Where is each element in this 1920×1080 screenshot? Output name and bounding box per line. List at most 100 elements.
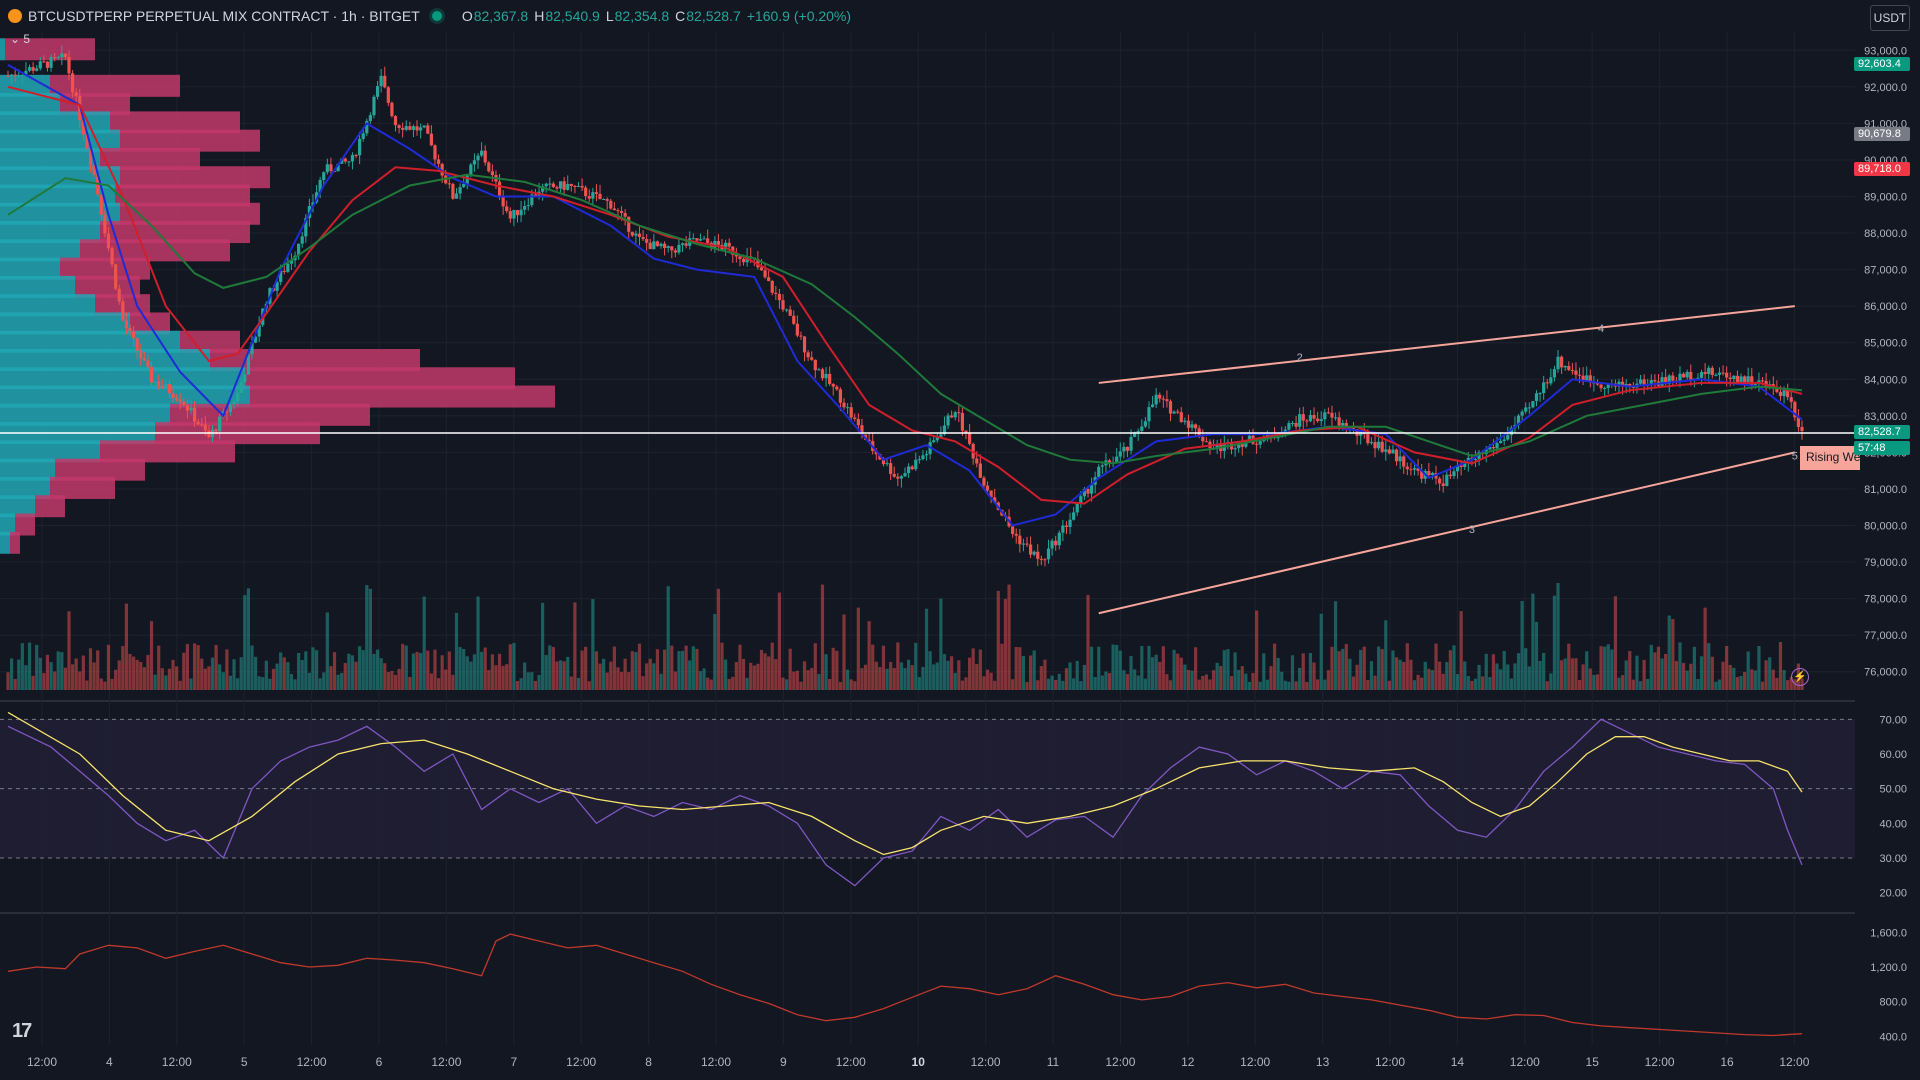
volume-bar bbox=[440, 655, 444, 690]
indicator-collapse-button[interactable]: ⌄ 5 bbox=[10, 32, 30, 46]
volume-bar bbox=[426, 650, 430, 690]
candle-body bbox=[379, 75, 383, 87]
volume-bar bbox=[1369, 661, 1374, 690]
volume-bar bbox=[128, 653, 132, 690]
volume-bar bbox=[1481, 676, 1485, 690]
volume-bar bbox=[548, 645, 552, 690]
volume-bar bbox=[874, 661, 878, 690]
candle-body bbox=[236, 392, 240, 402]
volume-bar bbox=[1337, 651, 1341, 690]
volume-bar bbox=[1466, 676, 1470, 690]
volume-bar bbox=[200, 658, 204, 690]
candle-body bbox=[408, 126, 412, 130]
candle-body bbox=[1312, 414, 1316, 419]
volume-bar bbox=[1305, 681, 1309, 690]
candle-body bbox=[142, 358, 146, 361]
candle-body bbox=[641, 236, 645, 240]
candle-body bbox=[1179, 412, 1183, 422]
volume-bar bbox=[932, 664, 936, 690]
candle-body bbox=[777, 293, 782, 301]
volume-bar bbox=[99, 678, 103, 690]
volume-bar bbox=[175, 666, 179, 690]
volume-bar bbox=[103, 681, 107, 690]
volume-bar bbox=[645, 663, 649, 690]
candle-body bbox=[810, 357, 814, 360]
volume-bar bbox=[1656, 646, 1661, 690]
candle-body bbox=[297, 243, 301, 256]
volume-bar bbox=[1179, 657, 1183, 690]
candle-body bbox=[505, 206, 509, 212]
candle-body bbox=[1696, 377, 1700, 379]
candle-body bbox=[659, 243, 663, 247]
candle-body bbox=[1638, 379, 1643, 384]
volume-bar bbox=[74, 658, 78, 690]
volume-bar bbox=[1653, 652, 1657, 690]
volume-bar bbox=[293, 679, 297, 690]
candle-body bbox=[289, 260, 294, 264]
volume-bar bbox=[1538, 660, 1542, 690]
volume-bar bbox=[505, 664, 509, 690]
lightning-icon[interactable]: ⚡ bbox=[1791, 668, 1809, 686]
volume-bar bbox=[917, 677, 921, 690]
candle-body bbox=[1172, 411, 1176, 414]
volume-bar bbox=[494, 665, 498, 690]
currency-select[interactable]: USDT bbox=[1870, 5, 1910, 31]
volume-bar bbox=[691, 646, 695, 690]
candle-body bbox=[1649, 380, 1653, 385]
price-axis-label: 89,718.0 bbox=[1854, 162, 1910, 177]
candle-body bbox=[655, 241, 660, 247]
volume-bar bbox=[70, 664, 75, 690]
volume-bar bbox=[1786, 680, 1790, 690]
volume-bar bbox=[121, 646, 125, 690]
volume-bar bbox=[942, 654, 947, 690]
candle-body bbox=[695, 238, 699, 241]
volume-bar bbox=[1075, 660, 1079, 690]
volume-bar bbox=[1531, 593, 1535, 690]
volume-bar bbox=[921, 666, 925, 690]
candle-body bbox=[53, 57, 57, 59]
volume-bar bbox=[1459, 611, 1463, 690]
symbol-title[interactable]: BTCUSDTPERP PERPETUAL MIX CONTRACT · 1h … bbox=[28, 8, 420, 24]
volume-bar bbox=[1276, 657, 1280, 690]
volume-bar bbox=[27, 642, 32, 690]
volume-bar bbox=[1326, 670, 1330, 690]
volume-bar bbox=[1595, 674, 1600, 690]
candle-body bbox=[1642, 379, 1646, 386]
candle-body bbox=[157, 381, 161, 387]
volume-bar bbox=[1495, 663, 1499, 690]
volume-bar bbox=[329, 666, 333, 690]
volume-bar bbox=[1506, 664, 1510, 690]
volume-bar bbox=[1649, 644, 1653, 690]
candle-body bbox=[171, 393, 175, 398]
volume-bar bbox=[731, 676, 735, 690]
candle-body bbox=[716, 241, 721, 245]
volume-bar bbox=[185, 644, 189, 690]
volume-profile-bar-up bbox=[0, 458, 55, 481]
volume-bar bbox=[569, 676, 573, 690]
candle-body bbox=[1194, 424, 1198, 429]
volume-bar bbox=[1516, 653, 1521, 690]
volume-bar bbox=[1542, 652, 1546, 690]
candle-body bbox=[544, 183, 548, 187]
candle-body bbox=[1531, 401, 1535, 408]
volume-bar bbox=[1233, 652, 1237, 690]
volume-bar bbox=[106, 644, 111, 690]
volume-bar bbox=[967, 657, 972, 690]
wave-label: 5 bbox=[1792, 451, 1798, 463]
candle-body bbox=[458, 187, 462, 194]
candle-body bbox=[365, 120, 369, 134]
volume-bar bbox=[1272, 643, 1277, 690]
volume-bar bbox=[523, 662, 527, 690]
volume-profile-bar-down bbox=[115, 184, 250, 207]
volume-bar bbox=[1513, 663, 1517, 690]
volume-bar bbox=[483, 647, 487, 690]
candle-body bbox=[562, 181, 566, 190]
candle-body bbox=[1333, 417, 1338, 419]
market-status-icon[interactable] bbox=[431, 11, 442, 21]
volume-profile-bar-up bbox=[0, 93, 60, 116]
price-tick-label: 86,000.0 bbox=[1864, 301, 1907, 313]
candle-body bbox=[1021, 543, 1026, 545]
volume-bar bbox=[838, 681, 843, 690]
volume-bar bbox=[950, 656, 954, 690]
